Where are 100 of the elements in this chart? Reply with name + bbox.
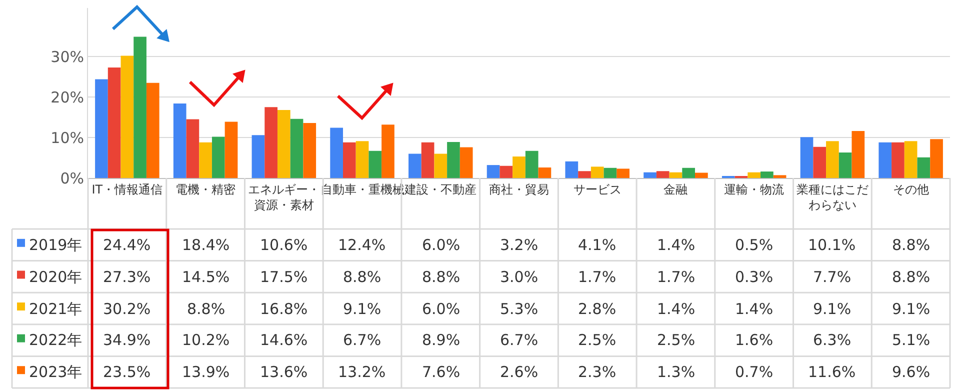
bar [447, 142, 460, 178]
x-tick-label: エネルギー・資源・素材 [248, 182, 320, 212]
data-label: 8.8% [422, 268, 460, 286]
bar [644, 172, 656, 178]
data-label: 4.1% [578, 236, 616, 254]
data-label: 8.8% [187, 300, 226, 318]
bar [146, 82, 160, 178]
bar [120, 56, 134, 178]
legend-label: 2020年 [29, 268, 82, 286]
bar [212, 136, 225, 178]
bar [838, 152, 852, 178]
bar [773, 175, 786, 178]
data-label: 2.5% [657, 331, 696, 349]
bar [290, 118, 304, 178]
data-label: 1.4% [735, 300, 774, 318]
data-label: 14.6% [260, 331, 308, 349]
bar [500, 166, 513, 178]
bar [565, 161, 578, 178]
data-label: 2.8% [578, 300, 616, 318]
bar [525, 150, 538, 178]
bar [421, 142, 434, 178]
x-tick-label: 建設・不動産 [404, 182, 477, 196]
bar [616, 168, 630, 178]
x-tick-label: サービス [573, 182, 622, 196]
data-label: 34.9% [103, 331, 151, 349]
data-label: 2.5% [578, 331, 616, 349]
bar [892, 142, 904, 178]
bar [538, 167, 552, 178]
x-tick-label: その他 [892, 182, 929, 196]
bar [303, 122, 316, 178]
bar [760, 172, 774, 178]
bar [224, 122, 238, 178]
data-label: 7.6% [422, 363, 460, 381]
data-label: 1.6% [735, 331, 774, 349]
bar [134, 36, 146, 178]
data-label: 2.6% [500, 363, 538, 381]
bar [186, 119, 200, 178]
bar [460, 147, 473, 178]
bar [656, 171, 670, 178]
bar [669, 172, 682, 178]
bar [382, 124, 394, 178]
bar [682, 168, 695, 178]
bar [813, 146, 826, 178]
data-label: 11.6% [808, 363, 856, 381]
bar [434, 154, 448, 178]
bar [95, 79, 108, 178]
bar [343, 142, 356, 178]
data-label: 5.3% [500, 300, 538, 318]
data-label: 27.3% [103, 268, 151, 286]
data-label: 1.3% [657, 363, 696, 381]
data-label: 0.5% [735, 236, 774, 254]
data-label: 1.4% [657, 236, 696, 254]
bar [173, 104, 186, 178]
y-tick-label: 20% [50, 88, 84, 106]
data-label: 6.0% [422, 236, 460, 254]
x-tick-label: 電機・精密 [176, 182, 236, 196]
data-label: 13.6% [260, 363, 308, 381]
bar [826, 141, 839, 178]
data-label: 12.4% [338, 236, 386, 254]
x-tick-label: IT・情報通信 [92, 182, 163, 196]
data-label: 6.7% [343, 331, 382, 349]
data-label: 30.2% [103, 300, 151, 318]
data-label: 0.3% [735, 268, 774, 286]
legend-label: 2019年 [29, 236, 82, 254]
data-label: 14.5% [182, 268, 230, 286]
bar [330, 128, 343, 178]
bar [930, 139, 943, 178]
y-tick-label: 10% [50, 128, 84, 147]
data-label: 13.9% [182, 363, 230, 381]
data-label: 8.8% [343, 268, 382, 286]
data-label: 3.2% [500, 236, 538, 254]
x-tick-label: 金融 [664, 182, 688, 196]
data-label: 10.2% [182, 331, 230, 349]
x-tick-label: 商社・貿易 [489, 182, 549, 196]
data-label: 17.5% [260, 268, 308, 286]
bar [408, 154, 422, 178]
data-label: 24.4% [103, 236, 151, 254]
data-label: 7.7% [813, 268, 852, 286]
bar [904, 141, 918, 178]
data-label: 9.1% [813, 300, 852, 318]
bar [590, 166, 604, 178]
data-label: 23.5% [103, 363, 151, 381]
legend-label: 2022年 [29, 331, 82, 349]
data-label: 9.6% [892, 363, 930, 381]
bar [252, 135, 265, 178]
bar [512, 156, 526, 178]
bar [604, 168, 617, 178]
bar [578, 171, 591, 178]
data-label: 6.0% [422, 300, 460, 318]
data-label: 13.2% [338, 363, 386, 381]
data-label: 9.1% [343, 300, 382, 318]
bar [264, 107, 278, 178]
bar [277, 110, 290, 178]
data-label: 1.7% [578, 268, 616, 286]
data-label: 8.8% [892, 236, 930, 254]
bar [878, 142, 892, 178]
bar [852, 131, 865, 178]
bar [486, 165, 500, 178]
data-label: 8.8% [892, 268, 930, 286]
bar [917, 157, 930, 178]
